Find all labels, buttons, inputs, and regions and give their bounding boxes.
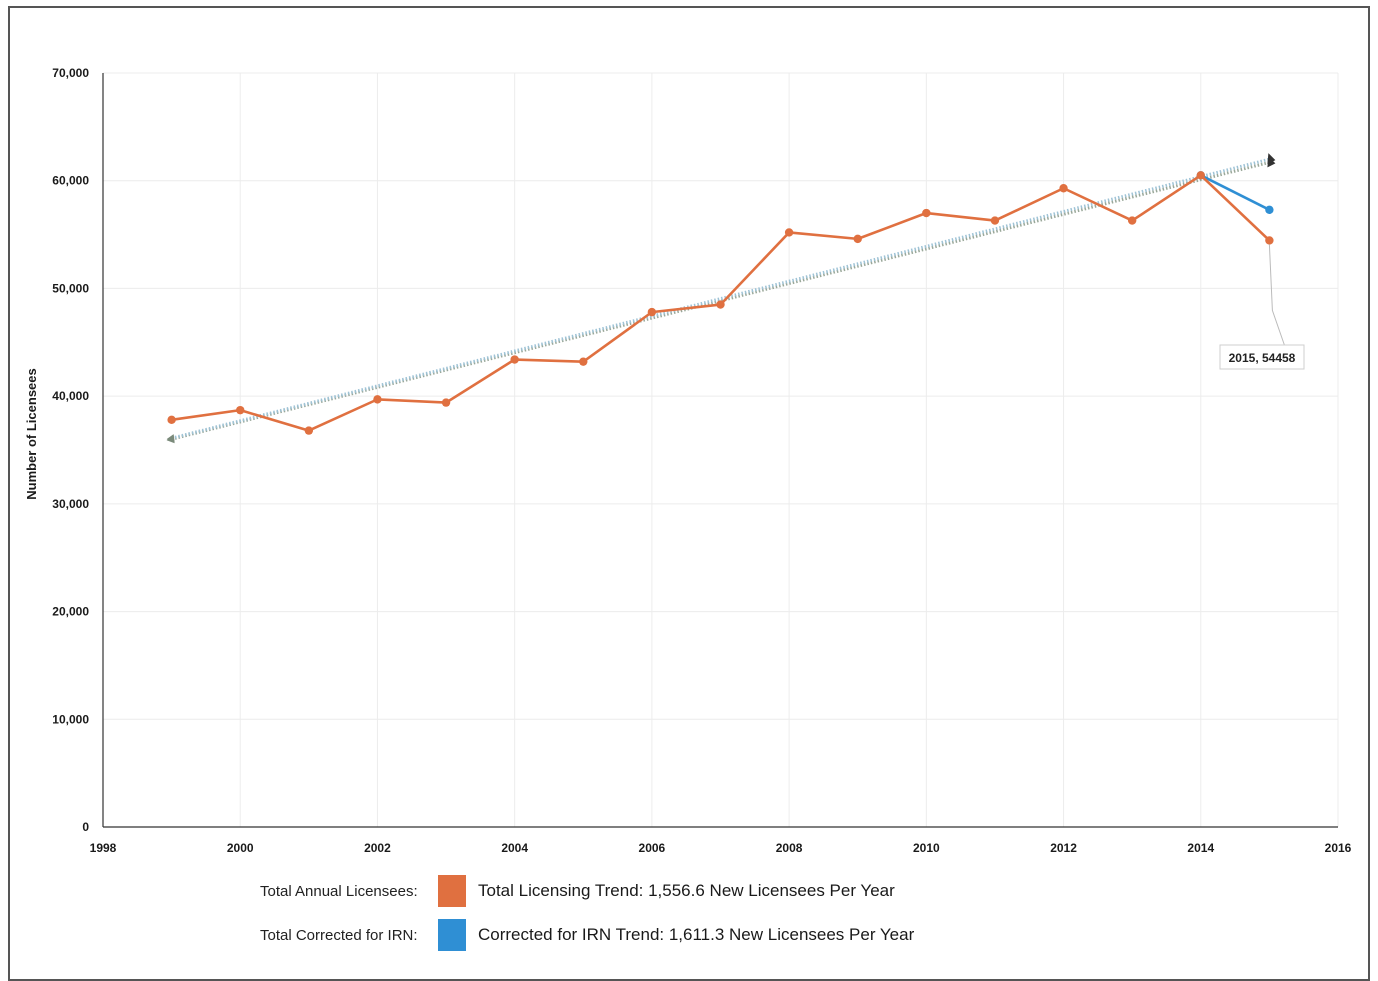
- x-tick-label: 2000: [227, 841, 254, 855]
- legend-swatch-blue: [438, 919, 466, 951]
- x-tick-label: 2004: [501, 841, 528, 855]
- callout-box: [1219, 344, 1305, 370]
- y-tick-label: 30,000: [52, 497, 89, 511]
- chart-frame: [8, 6, 1370, 981]
- data-point-total: [167, 415, 176, 425]
- x-tick-label: 2012: [1050, 841, 1077, 855]
- legend-trend-text: Corrected for IRN Trend: 1,611.3 New Lic…: [478, 925, 915, 944]
- tick-labels: 1998 2000 2002 2004 2006 2008 2010 2012 2014 2016…: [52, 66, 1351, 855]
- x-tick-label: 2016: [1325, 841, 1352, 855]
- y-tick-label: 50,000: [52, 281, 89, 295]
- y-axis-title: Number of Licensees: [24, 368, 39, 500]
- y-tick-label: 0: [82, 820, 89, 834]
- data-point-total: [990, 216, 1000, 225]
- callout-label: 2015, 54458: [1229, 351, 1296, 365]
- x-tick-label: 2008: [776, 841, 803, 855]
- callout-leader-line: [1268, 244, 1285, 346]
- data-point-total: [373, 395, 382, 404]
- data-point-total: [510, 355, 519, 364]
- data-point-total: [1127, 216, 1137, 225]
- legend-series-label: Total Annual Licensees:: [260, 882, 418, 900]
- y-tick-label: 70,000: [52, 66, 89, 80]
- data-point-total: [1265, 236, 1274, 245]
- data-point-total: [853, 234, 862, 244]
- data-point-total: [784, 228, 794, 237]
- data-point-corrected: [1265, 205, 1274, 214]
- legend-row-total: Total Annual Licensees: Total Licensing …: [260, 874, 1060, 908]
- x-tick-label: 2014: [1187, 841, 1214, 855]
- x-tick-label: 1998: [90, 841, 117, 855]
- legend-row-corrected: Total Corrected for IRN: Corrected for I…: [260, 918, 1060, 952]
- y-tick-label: 20,000: [52, 605, 89, 619]
- axes: [102, 73, 1338, 828]
- data-point-total: [304, 426, 314, 435]
- data-point-total: [1059, 184, 1068, 193]
- x-tick-label: 2010: [913, 841, 940, 855]
- series-line-corrected: [1200, 174, 1270, 211]
- data-point-total: [716, 300, 725, 309]
- trendlines: [166, 153, 1276, 444]
- data-point-total: [1196, 171, 1205, 180]
- data-point-total: [236, 405, 245, 415]
- trendline-start-marker: [166, 434, 175, 443]
- data-callout: 2015, 54458: [1219, 244, 1305, 370]
- data-point-total: [922, 208, 931, 218]
- legend-swatch-orange: [438, 875, 466, 907]
- data-point-total: [647, 307, 657, 317]
- y-tick-label: 40,000: [52, 389, 89, 403]
- legend-trend-text: Total Licensing Trend: 1,556.6 New Licen…: [478, 881, 895, 900]
- data-point-total: [441, 398, 451, 407]
- trendline-end-marker: [1267, 153, 1276, 165]
- x-tick-label: 2002: [364, 841, 391, 855]
- y-tick-label: 60,000: [52, 174, 89, 188]
- x-tick-label: 2006: [639, 841, 666, 855]
- legend-series-label: Total Corrected for IRN:: [260, 926, 418, 944]
- data-series: [167, 171, 1274, 435]
- data-point-total: [579, 357, 588, 366]
- grid-lines: [103, 72, 1339, 827]
- y-tick-label: 10,000: [52, 712, 89, 726]
